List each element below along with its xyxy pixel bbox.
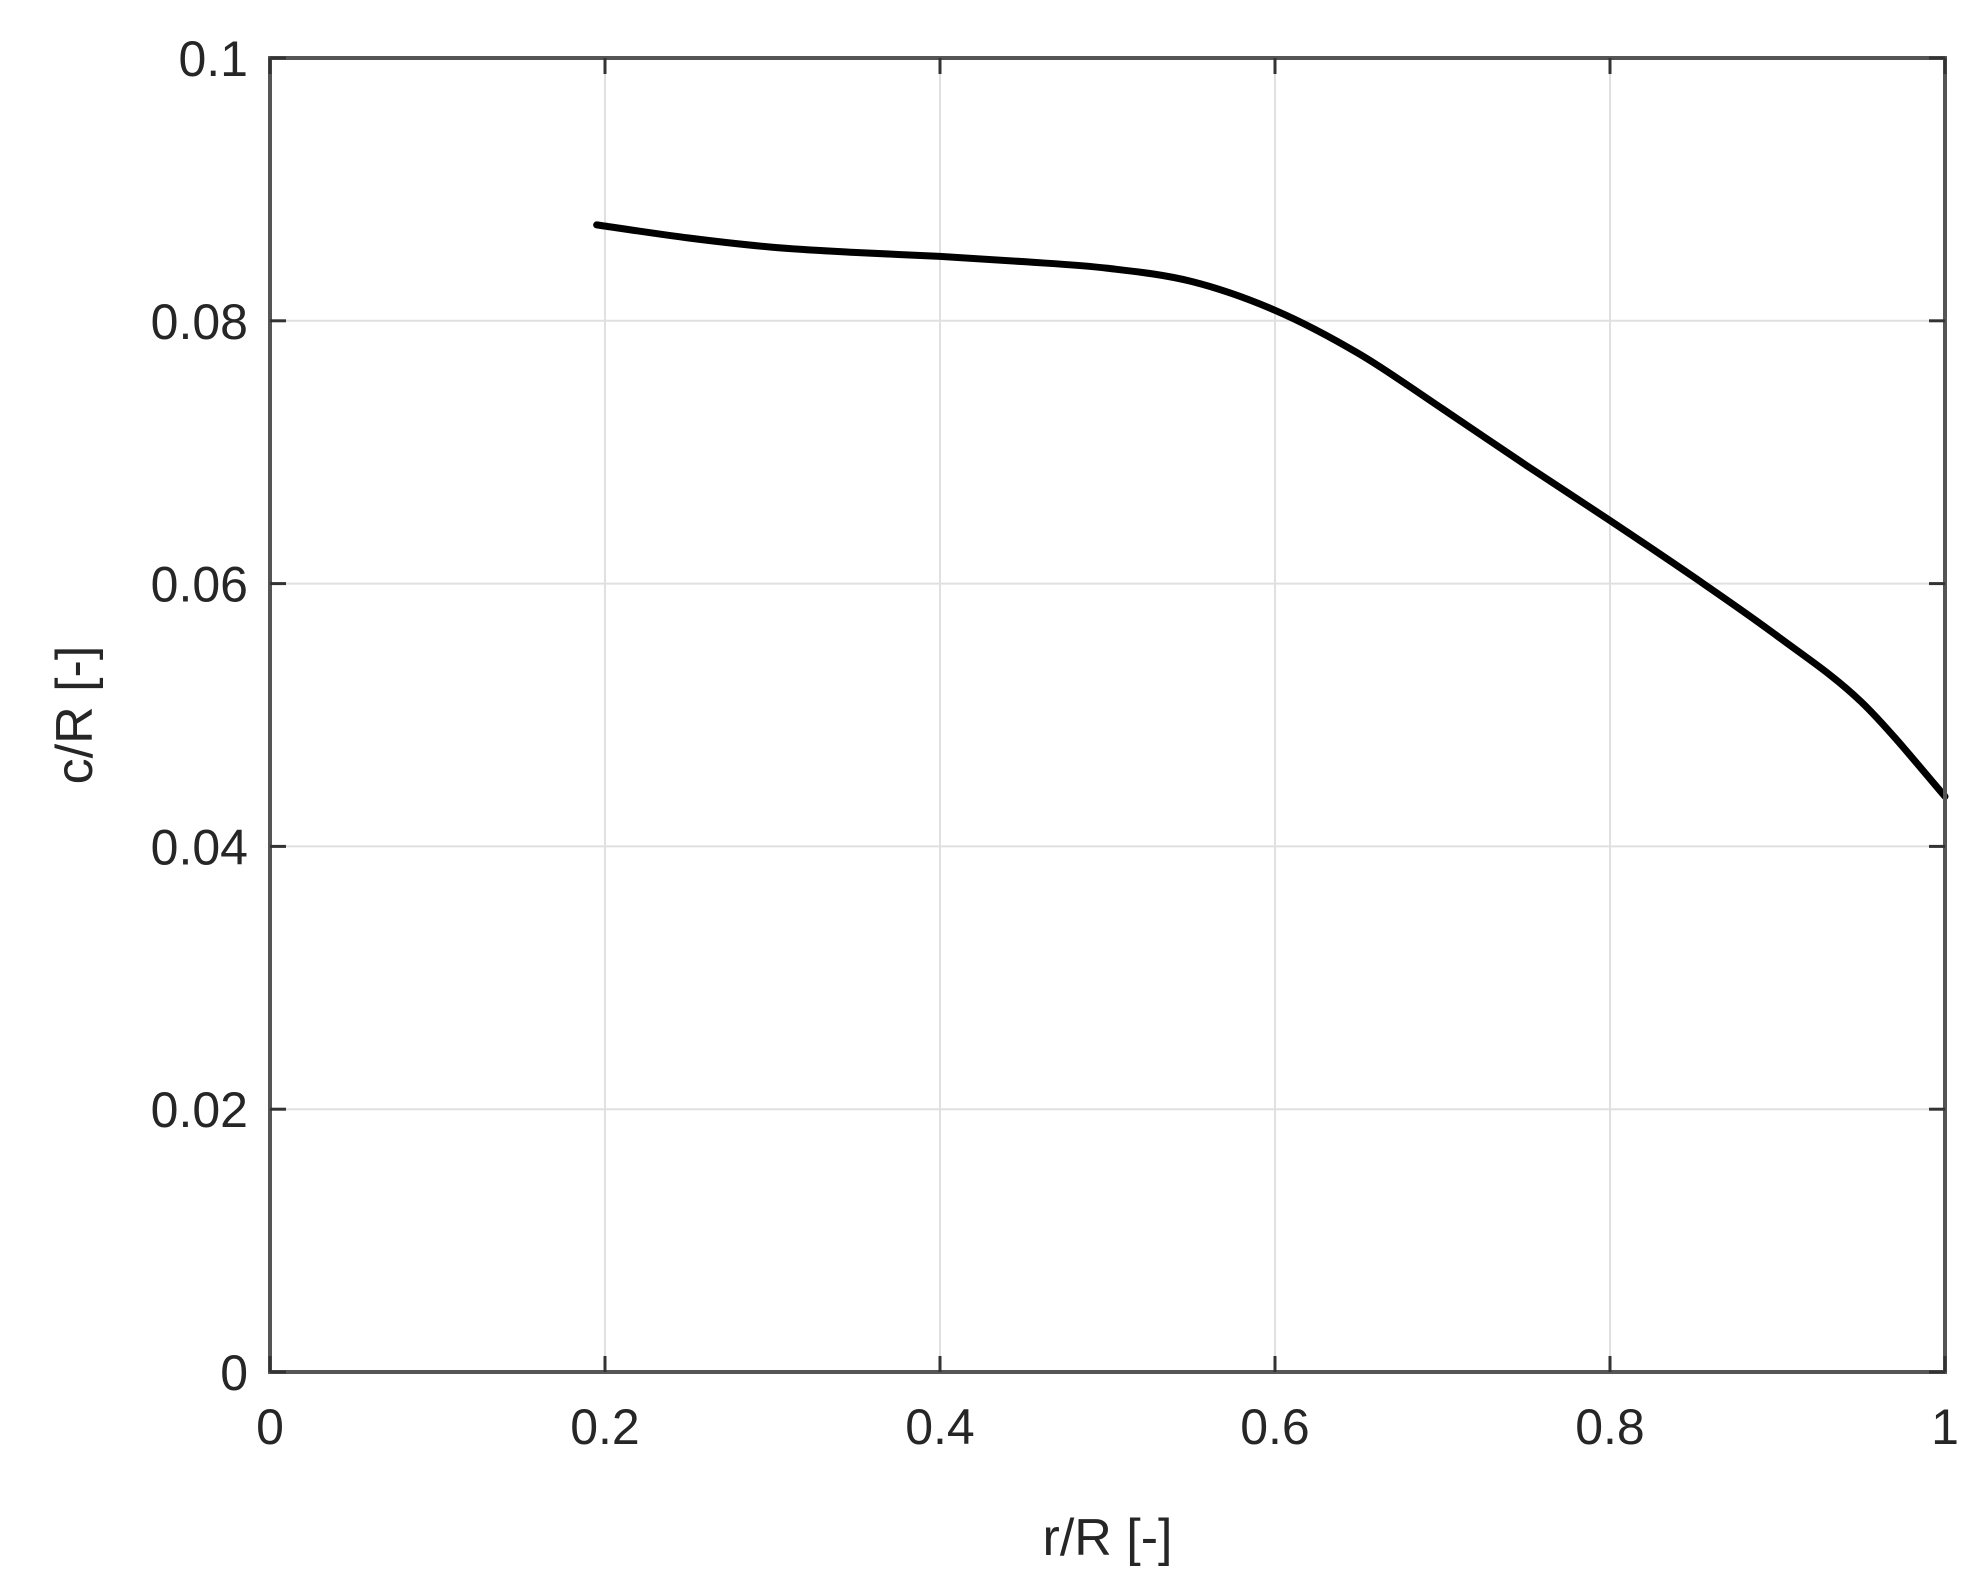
y-axis-label: c/R [-] (46, 646, 104, 785)
series-line (593, 221, 1949, 800)
plot-area-frame (268, 56, 1947, 1374)
y-tick-label: 0.06 (151, 557, 248, 613)
y-tick-label: 0.02 (151, 1082, 248, 1138)
series-layer (593, 221, 1949, 800)
x-tick-label: 0.8 (1575, 1399, 1645, 1455)
grid (270, 58, 1945, 1372)
x-axis-label: r/R [-] (1043, 1509, 1173, 1567)
x-tick-label: 0 (256, 1399, 284, 1455)
y-tick-label: 0.04 (151, 819, 248, 875)
y-tick-label: 0 (220, 1345, 248, 1401)
y-tick-label: 0.08 (151, 294, 248, 350)
x-tick-label: 0.6 (1240, 1399, 1310, 1455)
x-tick-label: 0.4 (905, 1399, 975, 1455)
x-tick-label: 1 (1931, 1399, 1959, 1455)
axis-ticks: 0 0.2 0.4 0.6 0.8 1 0 0.02 0.04 0.06 0.08 0.1 (151, 31, 1959, 1455)
y-tick-label: 0.1 (178, 31, 248, 87)
x-tick-label: 0.2 (570, 1399, 640, 1455)
